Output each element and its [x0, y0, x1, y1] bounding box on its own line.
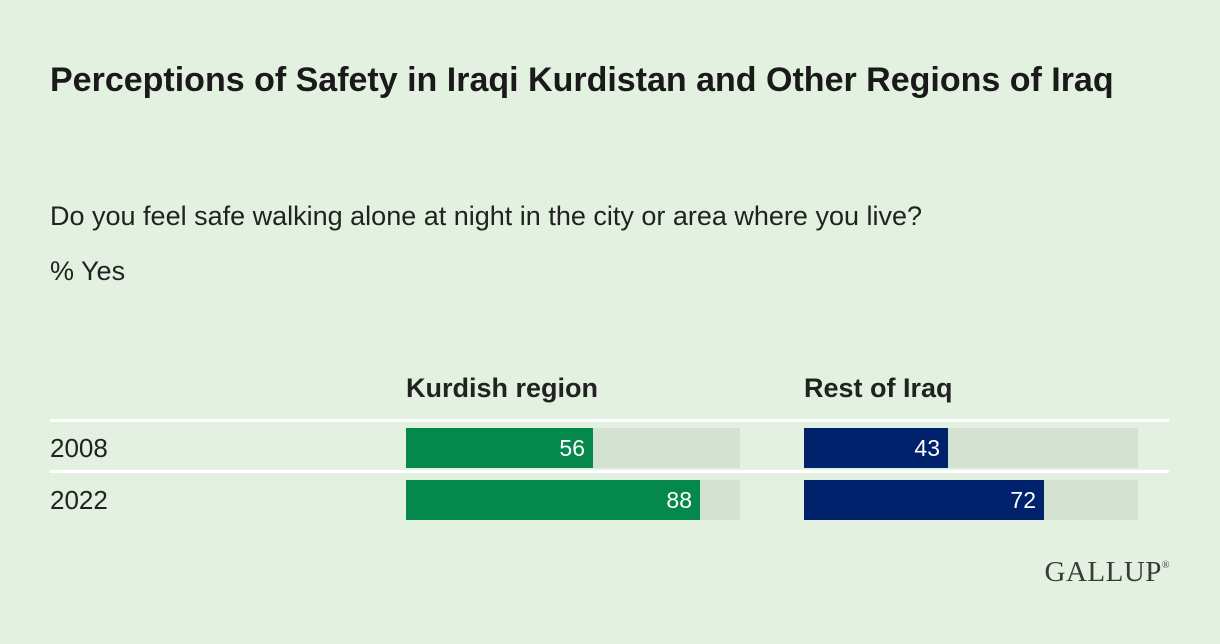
gallup-logo: GALLUP®: [1045, 556, 1171, 589]
row-label-2008: 2008: [50, 433, 108, 463]
registered-mark: ®: [1161, 560, 1170, 571]
bar: [406, 428, 593, 468]
chart-subtitle: Do you feel safe walking alone at night …: [50, 201, 923, 231]
row-label-2022: 2022: [50, 485, 108, 515]
data-label: 72: [1010, 487, 1036, 513]
chart-title: Perceptions of Safety in Iraqi Kurdistan…: [50, 61, 1114, 99]
panel-header-kurdish-region: Kurdish region: [406, 373, 599, 403]
data-label: 56: [559, 435, 585, 461]
bar-track: 56: [406, 428, 740, 468]
data-label: 43: [914, 435, 940, 461]
bar: [406, 480, 700, 520]
bar-track: 43: [804, 428, 1138, 468]
row-divider: [50, 470, 1169, 473]
unit-label: % Yes: [50, 256, 126, 286]
bar-track: 88: [406, 480, 740, 520]
data-label: 88: [666, 487, 692, 513]
logo-text: GALLUP: [1044, 556, 1162, 588]
bar-track: 72: [804, 480, 1138, 520]
bar: [804, 480, 1044, 520]
bar: [804, 428, 948, 468]
row-divider: [50, 419, 1169, 422]
panel-header-rest-of-iraq: Rest of Iraq: [804, 373, 953, 403]
